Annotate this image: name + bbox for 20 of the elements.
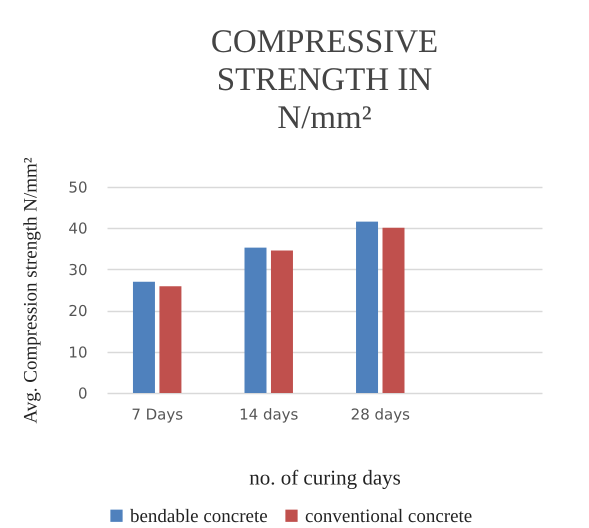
bar (382, 228, 405, 393)
x-tick-label: 28 days (350, 406, 410, 424)
bar (159, 286, 182, 393)
bar (132, 282, 155, 393)
y-tick-label: 0 (78, 384, 88, 402)
y-tick-label: 30 (68, 260, 88, 279)
legend-label: conventional concrete (305, 506, 472, 527)
y-tick-label: 40 (68, 220, 88, 238)
bar (244, 248, 266, 393)
x-tick-label: 14 days (239, 406, 299, 424)
legend-label: bendable concrete (130, 506, 268, 527)
chart-title: COMPRESSIVE STRENGTH IN N/mm² (210, 24, 438, 136)
y-tick-label: 50 (68, 178, 88, 196)
bar (356, 222, 378, 393)
y-tick-label: 20 (68, 302, 88, 320)
x-tick-label: 7 Days (131, 406, 184, 424)
bar (270, 250, 293, 393)
y-tick-label: 10 (68, 343, 88, 362)
y-axis-title: Avg. Compression strength N/mm² (20, 157, 42, 424)
x-axis-title: no. of curing days (249, 466, 401, 490)
